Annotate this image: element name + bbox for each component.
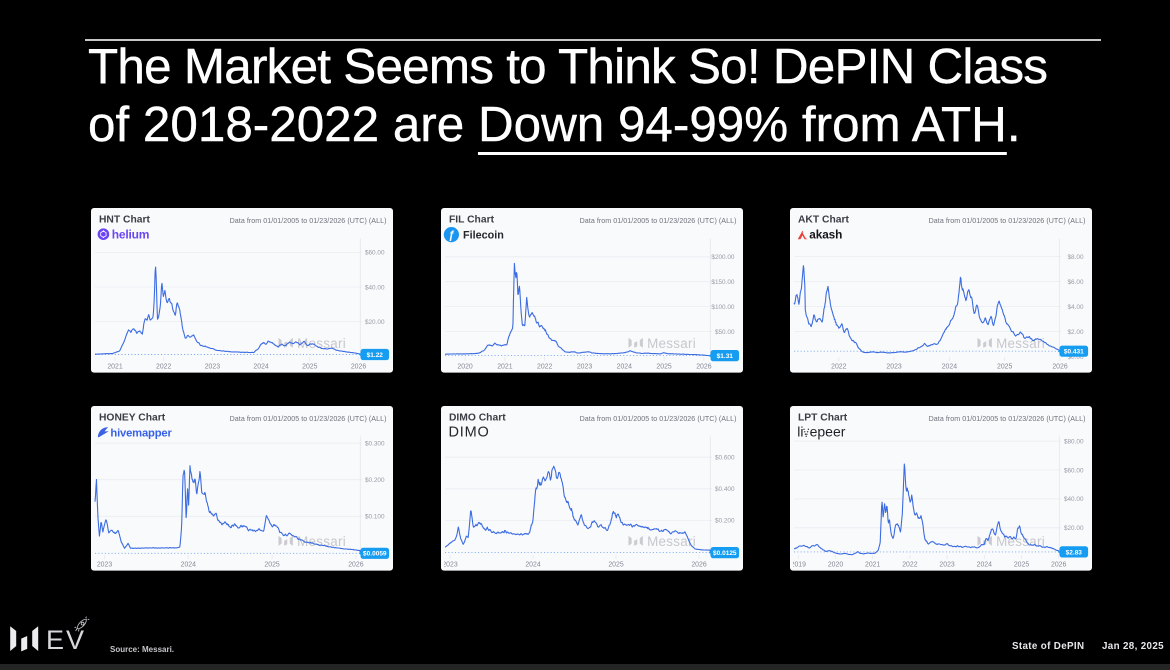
- svg-text:Messari: Messari: [647, 534, 696, 549]
- svg-text:epeer: epeer: [809, 424, 845, 440]
- svg-text:FIL Chart: FIL Chart: [449, 215, 495, 226]
- svg-text:2022: 2022: [902, 561, 917, 568]
- svg-text:$0.400: $0.400: [715, 486, 735, 493]
- svg-text:$20.00: $20.00: [1064, 525, 1084, 532]
- svg-text:2025: 2025: [997, 363, 1012, 370]
- svg-text:Data from 01/01/2005 to 01/23/: Data from 01/01/2005 to 01/23/2026 (UTC)…: [230, 217, 387, 225]
- svg-text:$200.00: $200.00: [711, 254, 735, 261]
- svg-text:$0.100: $0.100: [365, 514, 385, 521]
- svg-text:2026: 2026: [351, 363, 366, 370]
- svg-text:$0.200: $0.200: [365, 477, 385, 484]
- svg-text:$150.00: $150.00: [711, 279, 735, 286]
- svg-text:Messari: Messari: [297, 336, 346, 351]
- svg-text:2023: 2023: [205, 363, 220, 370]
- svg-text:2025: 2025: [608, 561, 623, 568]
- svg-text:$2.00: $2.00: [1067, 329, 1083, 336]
- svg-text:Data from 01/01/2005 to 01/23/: Data from 01/01/2005 to 01/23/2026 (UTC)…: [579, 415, 736, 423]
- svg-text:$0.300: $0.300: [365, 440, 385, 447]
- svg-text:ƒ: ƒ: [448, 229, 454, 241]
- svg-text:$4.00: $4.00: [1067, 304, 1083, 311]
- svg-text:li: li: [797, 424, 803, 440]
- svg-text:2025: 2025: [656, 363, 671, 370]
- svg-text:2023: 2023: [886, 363, 901, 370]
- svg-text:$80.00: $80.00: [1064, 438, 1084, 445]
- svg-text:$2.83: $2.83: [1065, 549, 1082, 556]
- svg-text:$1.22: $1.22: [367, 352, 384, 359]
- svg-text:helium: helium: [112, 227, 149, 241]
- svg-text:2021: 2021: [108, 363, 123, 370]
- svg-text:2026: 2026: [691, 561, 706, 568]
- svg-text:hivemapper: hivemapper: [111, 427, 173, 439]
- svg-text:Messari: Messari: [647, 336, 696, 351]
- svg-text:$40.00: $40.00: [365, 284, 385, 291]
- svg-text:$0.200: $0.200: [715, 518, 735, 525]
- svg-text:2023: 2023: [939, 561, 954, 568]
- svg-text:2025: 2025: [1014, 561, 1029, 568]
- svg-text:2023: 2023: [97, 561, 112, 568]
- svg-text:2024: 2024: [616, 363, 631, 370]
- svg-text:2022: 2022: [156, 363, 171, 370]
- svg-text:HONEY Chart: HONEY Chart: [99, 413, 166, 424]
- svg-text:2026: 2026: [696, 363, 711, 370]
- svg-text:Data from 01/01/2005 to 01/23/: Data from 01/01/2005 to 01/23/2026 (UTC)…: [928, 415, 1085, 423]
- svg-text:$100.00: $100.00: [711, 304, 735, 311]
- svg-text:2020: 2020: [457, 363, 472, 370]
- svg-text:2024: 2024: [525, 561, 540, 568]
- svg-text:AKT Chart: AKT Chart: [798, 215, 849, 226]
- svg-text:$20.00: $20.00: [365, 319, 385, 326]
- svg-text:$60.00: $60.00: [1064, 467, 1084, 474]
- svg-text:Filecoin: Filecoin: [463, 229, 504, 241]
- svg-text:HNT Chart: HNT Chart: [99, 215, 150, 226]
- svg-text:$60.00: $60.00: [365, 250, 385, 257]
- svg-text:$1.31: $1.31: [716, 353, 733, 360]
- svg-text:2021: 2021: [865, 561, 880, 568]
- svg-text:Messari: Messari: [996, 336, 1045, 351]
- svg-text:2020: 2020: [828, 561, 843, 568]
- svg-text:2024: 2024: [976, 561, 991, 568]
- svg-text:$0.00: $0.00: [1067, 354, 1083, 361]
- svg-text:Data from 01/01/2005 to 01/23/: Data from 01/01/2005 to 01/23/2026 (UTC)…: [928, 217, 1085, 225]
- svg-text:2019: 2019: [790, 561, 805, 568]
- svg-text:2021: 2021: [497, 363, 512, 370]
- svg-text:2022: 2022: [831, 363, 846, 370]
- svg-text:2026: 2026: [1051, 561, 1066, 568]
- svg-text:2022: 2022: [537, 363, 552, 370]
- svg-text:Data from 01/01/2005 to 01/23/: Data from 01/01/2005 to 01/23/2026 (UTC)…: [579, 217, 736, 225]
- svg-text:2026: 2026: [1052, 363, 1067, 370]
- svg-text:$0.600: $0.600: [715, 455, 735, 462]
- svg-text:$50.00: $50.00: [715, 329, 735, 336]
- svg-text:2026: 2026: [349, 561, 364, 568]
- svg-text:2023: 2023: [576, 363, 591, 370]
- svg-text:2024: 2024: [942, 363, 957, 370]
- svg-text:Messari: Messari: [297, 534, 346, 549]
- svg-text:$6.00: $6.00: [1067, 279, 1083, 286]
- svg-text:2024: 2024: [181, 561, 196, 568]
- svg-text:DIMO Chart: DIMO Chart: [449, 413, 506, 424]
- svg-text:2023: 2023: [442, 561, 457, 568]
- svg-text:Data from 01/01/2005 to 01/23/: Data from 01/01/2005 to 01/23/2026 (UTC)…: [230, 415, 387, 423]
- svg-text:LPT Chart: LPT Chart: [798, 413, 848, 424]
- svg-text:DIMO: DIMO: [448, 425, 489, 441]
- svg-text:$0.0125: $0.0125: [713, 550, 737, 557]
- svg-text:akash: akash: [809, 228, 842, 242]
- svg-text:2025: 2025: [265, 561, 280, 568]
- svg-text:$8.00: $8.00: [1067, 254, 1083, 261]
- svg-text:2024: 2024: [254, 363, 269, 370]
- svg-text:$40.00: $40.00: [1064, 496, 1084, 503]
- svg-text:2025: 2025: [303, 363, 318, 370]
- svg-text:$0.0059: $0.0059: [363, 551, 387, 558]
- svg-text:$0.431: $0.431: [1064, 349, 1084, 356]
